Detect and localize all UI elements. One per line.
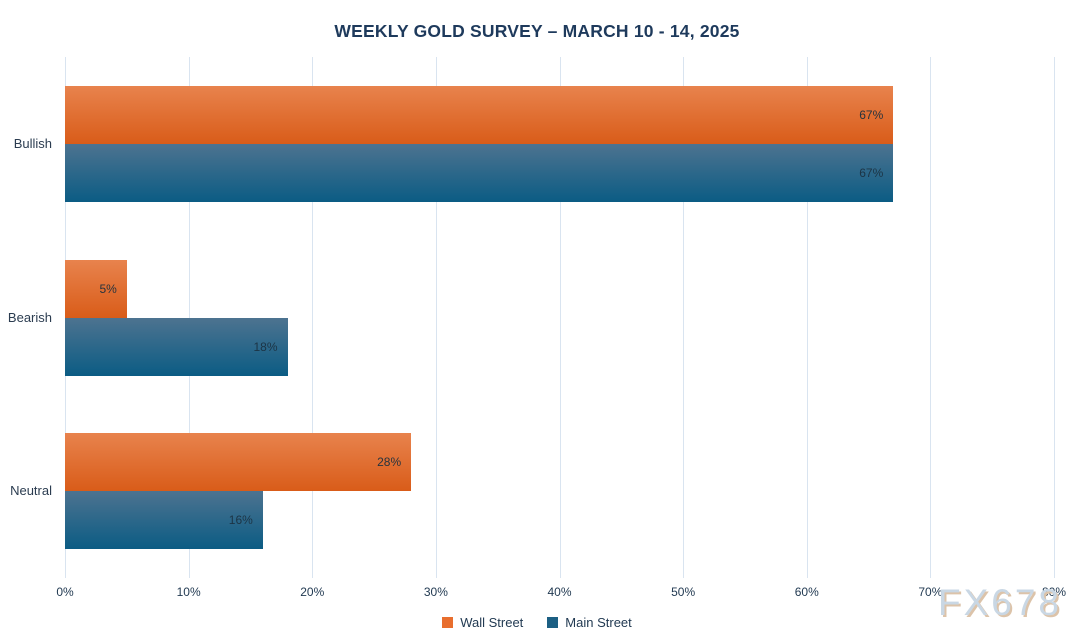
x-tick-label: 20% [300,585,325,599]
bar-value-label: 16% [228,513,253,528]
bar-wall-street-bearish: 5% [65,259,127,318]
legend-item-main-street: Main Street [547,615,632,630]
x-tick-label: 50% [671,585,696,599]
x-tick-label: 40% [547,585,572,599]
x-tick-label: 0% [56,585,74,599]
bar-wall-street-neutral: 28% [65,433,412,492]
bar-value-label: 5% [99,281,117,296]
x-tick-label: 60% [794,585,819,599]
gridline-80% [1054,57,1055,578]
bar-main-street-bearish: 18% [65,317,288,376]
bar-value-label: 67% [859,165,884,180]
watermark-fx678: FX678 [938,582,1063,623]
bar-value-label: 28% [377,455,402,470]
gridline-50% [683,57,685,578]
legend-label: Wall Street [460,615,524,630]
x-tick-label: 10% [176,585,201,599]
legend-swatch-icon [547,617,559,628]
chart-title: WEEKLY GOLD SURVEY – MARCH 10 - 14, 2025 [334,21,740,41]
gridline-20% [312,57,314,578]
bar-value-label: 18% [253,339,278,354]
gridline-40% [559,57,561,578]
bar-value-label: 67% [859,107,884,122]
x-tick-label: 80% [1041,585,1067,599]
category-label-bearish: Bearish [7,309,52,325]
category-label-neutral: Neutral [10,483,52,499]
bar-main-street-neutral: 16% [65,491,263,550]
x-tick-label: 70% [918,585,943,599]
gridline-70% [930,57,932,578]
legend-item-wall-street: Wall Street [442,615,523,630]
legend-swatch-icon [442,617,454,628]
legend-label: Main Street [565,615,632,630]
gridline-30% [435,57,437,578]
gridline-60% [806,57,808,578]
category-label-bullish: Bullish [13,135,52,151]
bar-wall-street-bullish: 67% [65,85,894,144]
bar-main-street-bullish: 67% [65,143,894,202]
legend: Wall Street Main Street [0,615,1074,630]
x-tick-label: 30% [423,585,448,599]
